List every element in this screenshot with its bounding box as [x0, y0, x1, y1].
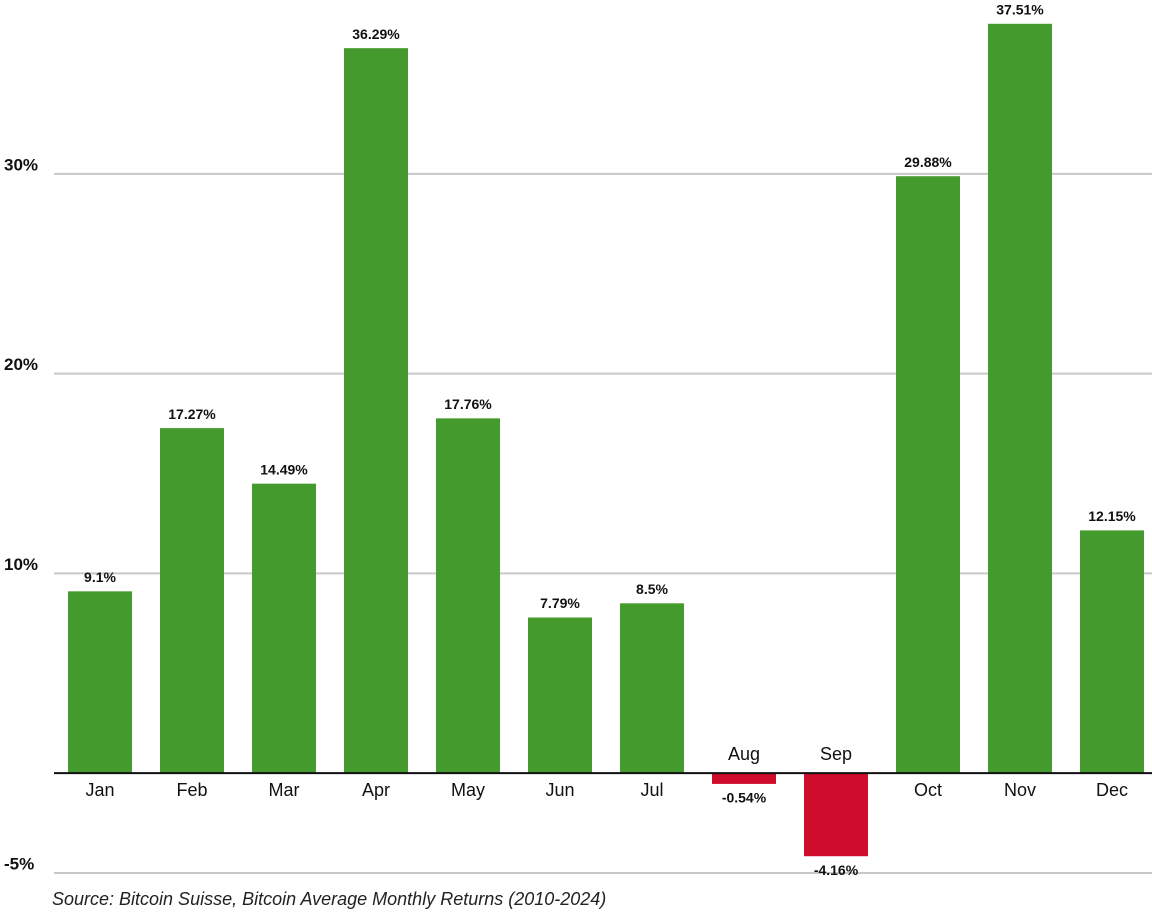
x-tick-label: Jan — [85, 780, 114, 800]
value-label: 37.51% — [996, 1, 1044, 17]
x-tick-label: Jun — [545, 780, 574, 800]
y-tick-label: 10% — [4, 555, 38, 574]
value-label: 29.88% — [904, 154, 952, 170]
value-label: 9.1% — [84, 569, 116, 585]
x-tick-label: Aug — [728, 744, 760, 764]
bar — [344, 48, 408, 774]
x-tick-label: Dec — [1096, 780, 1128, 800]
x-tick-label: Mar — [269, 780, 300, 800]
bar — [436, 418, 500, 774]
bar — [988, 23, 1052, 774]
x-tick-label: Sep — [820, 744, 852, 764]
y-tick-label: 20% — [4, 355, 38, 374]
bar — [712, 773, 776, 784]
value-label: 8.5% — [636, 581, 668, 597]
bar — [896, 176, 960, 774]
value-label: 14.49% — [260, 461, 308, 477]
bar — [620, 603, 684, 774]
value-label: 36.29% — [352, 26, 400, 42]
value-label: 17.27% — [168, 406, 216, 422]
y-tick-label: 30% — [4, 155, 38, 174]
bar — [252, 483, 316, 774]
x-tick-label: May — [451, 780, 485, 800]
x-tick-label: Apr — [362, 780, 390, 800]
bar — [528, 617, 592, 774]
x-tick-label: Nov — [1004, 780, 1036, 800]
value-label: -4.16% — [814, 862, 859, 878]
value-label: -0.54% — [722, 790, 767, 806]
y-tick-label: -5% — [4, 854, 34, 873]
value-label: 17.76% — [444, 396, 492, 412]
bar — [68, 591, 132, 774]
bar — [804, 773, 868, 857]
x-tick-label: Feb — [176, 780, 207, 800]
value-label: 12.15% — [1088, 508, 1136, 524]
x-tick-label: Jul — [640, 780, 663, 800]
x-tick-label: Oct — [914, 780, 942, 800]
source-note: Source: Bitcoin Suisse, Bitcoin Average … — [52, 889, 606, 909]
bar — [160, 428, 224, 774]
bar — [1080, 530, 1144, 774]
value-label: 7.79% — [540, 595, 580, 611]
